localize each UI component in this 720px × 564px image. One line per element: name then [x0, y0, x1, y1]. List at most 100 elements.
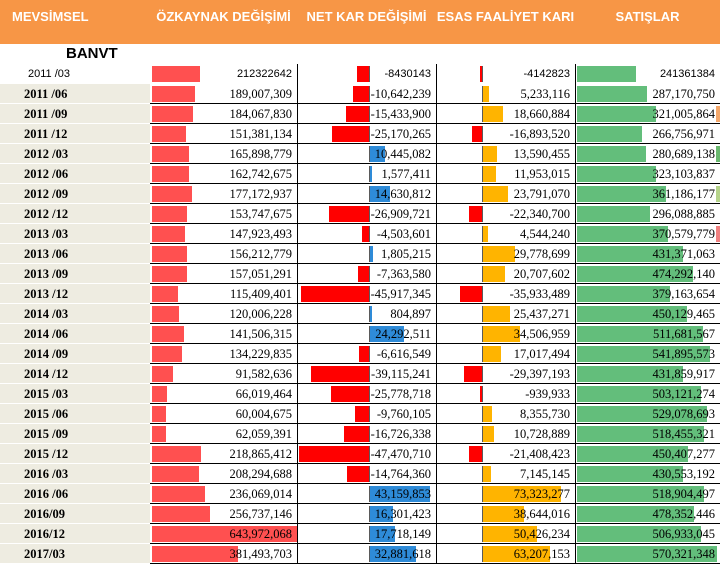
operating-profit-cell[interactable]: -29,397,193 [436, 364, 575, 384]
equity-change-cell[interactable]: 184,067,830 [150, 104, 297, 124]
operating-profit-cell[interactable]: 18,660,884 [436, 104, 575, 124]
period-label[interactable]: 2011 /06 [0, 84, 150, 104]
operating-profit-cell[interactable]: 23,791,070 [436, 184, 575, 204]
net-profit-change-cell[interactable]: 43,159,853 [297, 484, 436, 504]
net-profit-change-cell[interactable]: 1,805,215 [297, 244, 436, 264]
equity-change-cell[interactable]: 165,898,779 [150, 144, 297, 164]
period-label[interactable]: 2015 /12 [0, 444, 150, 464]
sales-cell[interactable]: 506,933,045 [575, 524, 720, 544]
operating-profit-cell[interactable]: -4142823 [436, 64, 575, 84]
net-profit-change-cell[interactable]: -4,503,601 [297, 224, 436, 244]
period-label[interactable]: 2013 /03 [0, 224, 150, 244]
period-label[interactable]: 2016 /03 [0, 464, 150, 484]
equity-change-cell[interactable]: 177,172,937 [150, 184, 297, 204]
period-label[interactable]: 2013 /09 [0, 264, 150, 284]
period-label[interactable]: 2011 /12 [0, 124, 150, 144]
equity-change-cell[interactable]: 381,493,703 [150, 544, 297, 564]
sales-cell[interactable]: 511,681,567 [575, 324, 720, 344]
sales-cell[interactable]: 266,756,971 [575, 124, 720, 144]
equity-change-cell[interactable]: 156,212,779 [150, 244, 297, 264]
net-profit-change-cell[interactable]: -47,470,710 [297, 444, 436, 464]
net-profit-change-cell[interactable]: 14,630,812 [297, 184, 436, 204]
period-label[interactable]: 2011 /03 [0, 64, 150, 84]
sales-cell[interactable]: 570,321,348 [575, 544, 720, 564]
equity-change-cell[interactable]: 208,294,688 [150, 464, 297, 484]
operating-profit-cell[interactable]: 5,233,116 [436, 84, 575, 104]
period-label[interactable]: 2012 /03 [0, 144, 150, 164]
equity-change-cell[interactable]: 115,409,401 [150, 284, 297, 304]
net-profit-change-cell[interactable]: -45,917,345 [297, 284, 436, 304]
sales-cell[interactable]: 296,088,885 [575, 204, 720, 224]
net-profit-change-cell[interactable]: -16,726,338 [297, 424, 436, 444]
net-profit-change-cell[interactable]: 10,445,082 [297, 144, 436, 164]
operating-profit-cell[interactable]: 73,323,277 [436, 484, 575, 504]
sales-cell[interactable]: 361,186,177 [575, 184, 720, 204]
period-label[interactable]: 2015 /03 [0, 384, 150, 404]
net-profit-change-cell[interactable]: -9,760,105 [297, 404, 436, 424]
operating-profit-cell[interactable]: 11,953,015 [436, 164, 575, 184]
sales-cell[interactable]: 518,455,321 [575, 424, 720, 444]
equity-change-cell[interactable]: 212322642 [150, 64, 297, 84]
equity-change-cell[interactable]: 147,923,493 [150, 224, 297, 244]
equity-change-cell[interactable]: 256,737,146 [150, 504, 297, 524]
operating-profit-cell[interactable]: 20,707,602 [436, 264, 575, 284]
equity-change-cell[interactable]: 162,742,675 [150, 164, 297, 184]
sales-cell[interactable]: 518,904,497 [575, 484, 720, 504]
header-sales[interactable]: SATIŞLAR [575, 0, 720, 44]
equity-change-cell[interactable]: 151,381,134 [150, 124, 297, 144]
equity-change-cell[interactable]: 141,506,315 [150, 324, 297, 344]
operating-profit-cell[interactable]: 13,590,455 [436, 144, 575, 164]
net-profit-change-cell[interactable]: -10,642,239 [297, 84, 436, 104]
sales-cell[interactable]: 241361384 [575, 64, 720, 84]
equity-change-cell[interactable]: 153,747,675 [150, 204, 297, 224]
sales-cell[interactable]: 370,579,779 [575, 224, 720, 244]
net-profit-change-cell[interactable]: -7,363,580 [297, 264, 436, 284]
equity-change-cell[interactable]: 60,004,675 [150, 404, 297, 424]
operating-profit-cell[interactable]: 29,778,699 [436, 244, 575, 264]
net-profit-change-cell[interactable]: 804,897 [297, 304, 436, 324]
equity-change-cell[interactable]: 91,582,636 [150, 364, 297, 384]
sales-cell[interactable]: 529,078,693 [575, 404, 720, 424]
sales-cell[interactable]: 280,689,138 [575, 144, 720, 164]
period-label[interactable]: 2013 /12 [0, 284, 150, 304]
equity-change-cell[interactable]: 66,019,464 [150, 384, 297, 404]
period-label[interactable]: 2016/12 [0, 524, 150, 544]
period-label[interactable]: 2014 /06 [0, 324, 150, 344]
period-label[interactable]: 2014 /12 [0, 364, 150, 384]
header-period[interactable]: MEVSİMSEL [0, 0, 150, 44]
period-label[interactable]: 2015 /06 [0, 404, 150, 424]
operating-profit-cell[interactable]: -939,933 [436, 384, 575, 404]
sales-cell[interactable]: 541,895,573 [575, 344, 720, 364]
net-profit-change-cell[interactable]: -25,170,265 [297, 124, 436, 144]
equity-change-cell[interactable]: 134,229,835 [150, 344, 297, 364]
equity-change-cell[interactable]: 157,051,291 [150, 264, 297, 284]
sales-cell[interactable]: 321,005,864 [575, 104, 720, 124]
header-net-profit-change[interactable]: NET KAR DEĞİŞİMİ [297, 0, 436, 44]
operating-profit-cell[interactable]: -22,340,700 [436, 204, 575, 224]
sales-cell[interactable]: 287,170,750 [575, 84, 720, 104]
period-label[interactable]: 2011 /09 [0, 104, 150, 124]
operating-profit-cell[interactable]: 7,145,145 [436, 464, 575, 484]
equity-change-cell[interactable]: 62,059,391 [150, 424, 297, 444]
period-label[interactable]: 2012 /12 [0, 204, 150, 224]
net-profit-change-cell[interactable]: 16,301,423 [297, 504, 436, 524]
net-profit-change-cell[interactable]: 32,881,618 [297, 544, 436, 564]
operating-profit-cell[interactable]: 8,355,730 [436, 404, 575, 424]
equity-change-cell[interactable]: 120,006,228 [150, 304, 297, 324]
operating-profit-cell[interactable]: -35,933,489 [436, 284, 575, 304]
operating-profit-cell[interactable]: 4,544,240 [436, 224, 575, 244]
sales-cell[interactable]: 478,352,446 [575, 504, 720, 524]
sales-cell[interactable]: 503,121,274 [575, 384, 720, 404]
period-label[interactable]: 2016 /06 [0, 484, 150, 504]
operating-profit-cell[interactable]: 10,728,889 [436, 424, 575, 444]
net-profit-change-cell[interactable]: 17,718,149 [297, 524, 436, 544]
sales-cell[interactable]: 431,859,917 [575, 364, 720, 384]
operating-profit-cell[interactable]: -21,408,423 [436, 444, 575, 464]
net-profit-change-cell[interactable]: -6,616,549 [297, 344, 436, 364]
net-profit-change-cell[interactable]: -39,115,241 [297, 364, 436, 384]
period-label[interactable]: 2016/09 [0, 504, 150, 524]
header-equity-change[interactable]: ÖZKAYNAK DEĞİŞİMİ [150, 0, 297, 44]
equity-change-cell[interactable]: 218,865,412 [150, 444, 297, 464]
header-operating-profit[interactable]: ESAS FAALİYET KARI [436, 0, 575, 44]
equity-change-cell[interactable]: 643,972,068 [150, 524, 297, 544]
